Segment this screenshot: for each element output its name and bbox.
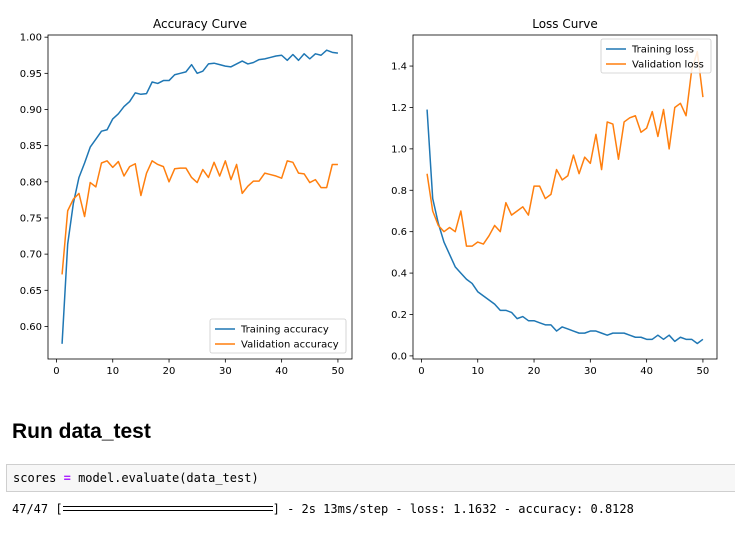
y-tick-label: 0.85 [20, 141, 42, 152]
legend-label-2: Validation accuracy [241, 340, 339, 351]
progress-bar [62, 505, 273, 511]
legend: Training loss Validation loss [600, 38, 712, 74]
x-tick-label: 50 [697, 366, 710, 377]
y-tick-label: 0.6 [391, 227, 407, 238]
y-tick-label: 0.8 [391, 186, 407, 197]
y-tick-label: 0.4 [391, 269, 407, 280]
x-tick-label: 0 [418, 366, 424, 377]
plot-frame [412, 34, 718, 360]
series-line-1 [61, 49, 339, 344]
x-tick-label: 10 [106, 366, 119, 377]
x-tick-label: 20 [163, 366, 176, 377]
y-tick-label: 0.2 [391, 310, 407, 321]
code-variable: scores [13, 471, 57, 485]
y-tick-label: 0.90 [20, 105, 42, 116]
legend-box [600, 38, 712, 74]
y-tick-label: 0.70 [20, 250, 42, 261]
x-tick-label: 40 [640, 366, 653, 377]
x-tick-label: 30 [584, 366, 597, 377]
code-call: model.evaluate(data_test) [78, 471, 259, 485]
code-cell[interactable]: scores = model.evaluate(data_test) [6, 464, 735, 492]
x-tick-label: 30 [219, 366, 232, 377]
legend-box [209, 318, 347, 354]
legend-label-2: Validation loss [632, 60, 704, 71]
x-tick-label: 20 [528, 366, 541, 377]
plot-frame [47, 34, 353, 360]
output-steps: 47/47 [12, 502, 49, 516]
y-tick-label: 0.80 [20, 177, 42, 188]
y-tick-label: 1.00 [20, 33, 42, 44]
x-tick-label: 10 [471, 366, 484, 377]
chart-title: Loss Curve [532, 17, 598, 31]
accuracy-chart: Accuracy Curve 0 10 20 30 40 50 0.60 0.65 0.70 0.7… [20, 17, 353, 377]
y-tick-label: 0.95 [20, 69, 42, 80]
y-tick-label: 0.65 [20, 286, 42, 297]
code-line: scores = model.evaluate(data_test) [13, 471, 259, 485]
y-tick-label: 1.0 [391, 144, 407, 155]
chart-title: Accuracy Curve [153, 17, 247, 31]
legend: Training accuracy Validation accuracy [209, 318, 347, 354]
legend-label-1: Training loss [631, 45, 694, 56]
legend-label-1: Training accuracy [240, 325, 329, 336]
series-line-1 [426, 109, 704, 345]
series-line-2 [61, 160, 338, 275]
progress-bar-close: ] [272, 502, 280, 516]
y-tick-label: 0.0 [391, 351, 407, 362]
y-tick-label: 0.75 [20, 213, 42, 224]
cell-output: 47/47 [] - 2s 13ms/step - loss: 1.1632 -… [12, 502, 634, 516]
section-heading: Run data_test [12, 420, 151, 443]
loss-chart: Loss Curve 0 10 20 30 40 50 0.0 0.2 0.4 0.6 0.8 1.0 1… [391, 17, 718, 377]
y-tick-label: 1.4 [391, 62, 407, 73]
x-tick-label: 40 [275, 366, 288, 377]
y-tick-label: 1.2 [391, 103, 407, 114]
series-line-2 [426, 50, 704, 247]
y-tick-label: 0.60 [20, 322, 42, 333]
x-tick-label: 50 [332, 366, 345, 377]
output-summary: - 2s 13ms/step - loss: 1.1632 - accuracy… [287, 502, 634, 516]
code-operator: = [63, 471, 71, 485]
progress-bar-open: [ [55, 502, 63, 516]
x-tick-label: 0 [53, 366, 59, 377]
